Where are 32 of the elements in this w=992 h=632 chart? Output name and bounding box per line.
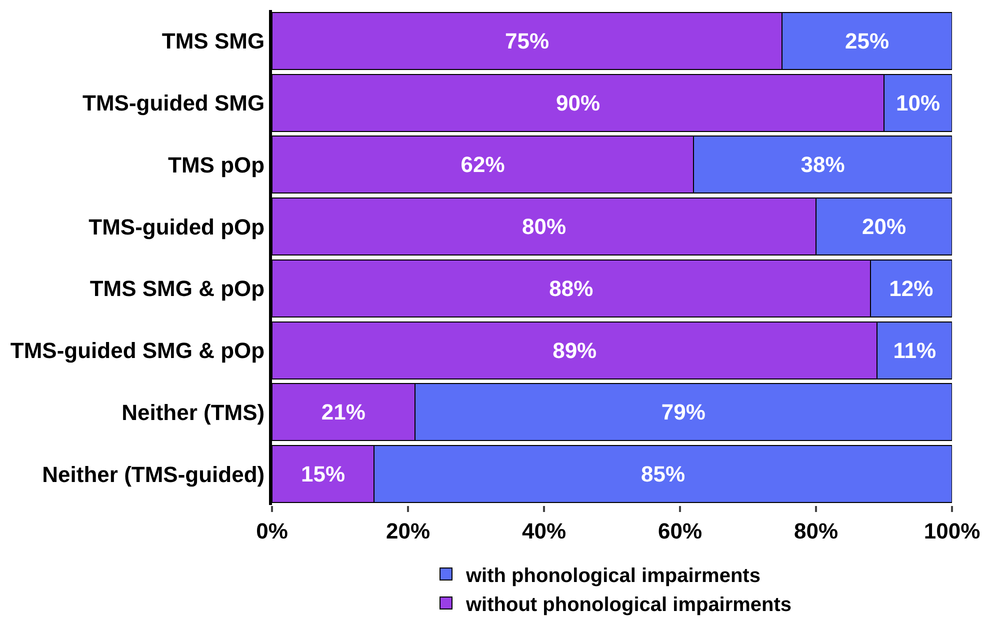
y-tick-label: TMS-guided pOp <box>88 214 265 240</box>
y-tick-label: TMS-guided SMG & pOp <box>10 338 265 364</box>
data-label: 89% <box>552 338 597 363</box>
data-label: 12% <box>889 276 934 301</box>
y-tick-label: TMS SMG <box>162 28 265 54</box>
x-tick-label: 60% <box>658 518 702 544</box>
y-tick-label: TMS-guided SMG <box>82 90 265 116</box>
data-label: 90% <box>556 90 600 116</box>
data-label: 11% <box>893 338 936 363</box>
x-tick-label: 100% <box>924 518 980 544</box>
y-tick-label: Neither (TMS) <box>122 400 265 425</box>
data-label: 88% <box>549 276 594 301</box>
x-tick-label: 20% <box>386 518 430 544</box>
data-label: 20% <box>862 214 906 240</box>
data-label: 21% <box>321 400 366 425</box>
y-tick-label: TMS pOp <box>168 152 265 178</box>
legend-label: with phonological impairments <box>465 564 760 587</box>
data-label: 15% <box>300 462 346 487</box>
data-label: 80% <box>522 214 566 240</box>
data-label: 85% <box>640 462 686 487</box>
x-tick-label: 80% <box>794 518 838 544</box>
y-tick-label: TMS SMG & pOp <box>90 276 265 302</box>
data-label: 25% <box>844 28 890 54</box>
data-label: 38% <box>800 152 845 178</box>
x-tick-label: 40% <box>522 518 566 544</box>
data-label: 62% <box>460 152 505 178</box>
x-tick-label: 0% <box>256 518 288 544</box>
data-label: 10% <box>896 90 940 116</box>
legend-label: without phonological impairments <box>465 594 792 616</box>
data-label: 79% <box>661 400 706 425</box>
data-label: 75% <box>504 28 550 54</box>
y-tick-label: Neither (TMS-guided) <box>42 462 265 487</box>
